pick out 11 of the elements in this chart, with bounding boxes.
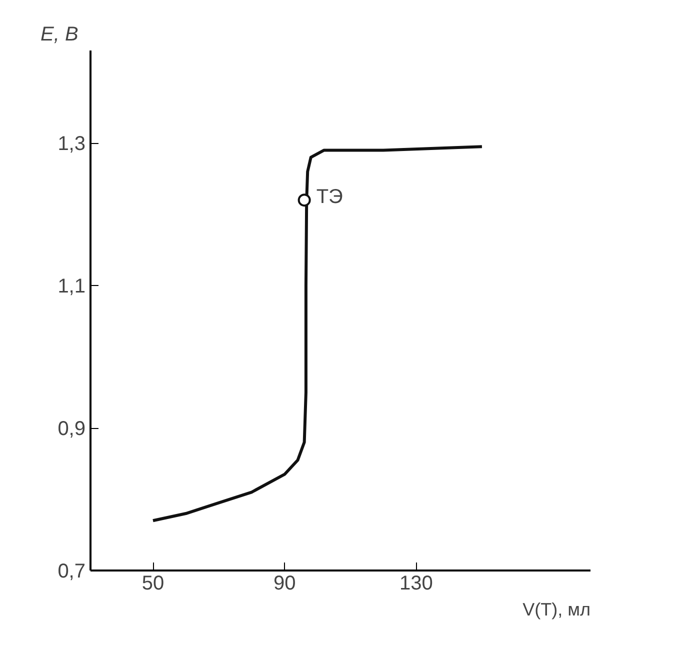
x-tick-label: 50 [142, 572, 164, 594]
y-tick-label: 0,7 [58, 560, 86, 582]
x-axis-title: V(T), мл [522, 600, 591, 620]
line-series [152, 145, 484, 522]
x-tick-label: 90 [273, 572, 296, 594]
y-tick-label: 0,9 [58, 418, 86, 440]
annotation: ТЭ [316, 186, 343, 208]
x-tick-label: 130 [399, 572, 433, 594]
y-tick-label: 1,1 [58, 276, 86, 298]
y-tick-label: 1,3 [58, 133, 86, 156]
y-axis-title: E, В [40, 24, 78, 46]
